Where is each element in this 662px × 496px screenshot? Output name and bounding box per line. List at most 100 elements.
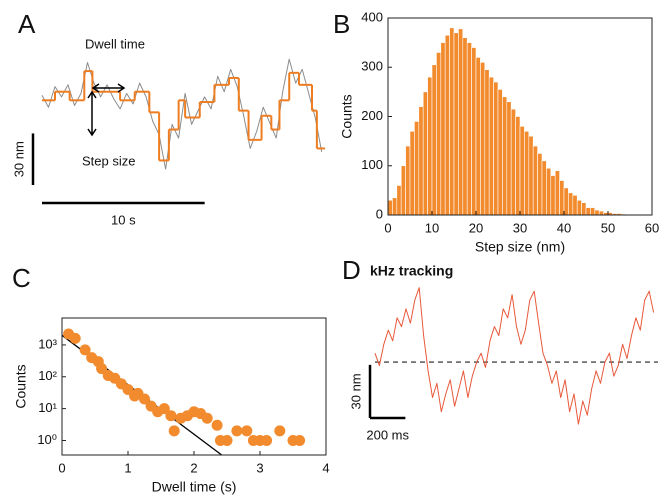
bar (427, 76, 433, 216)
x-tick-label: 60 (645, 220, 659, 235)
bar (493, 81, 499, 216)
x-tick-label: 3 (256, 460, 263, 475)
y-tick-label: 0 (376, 206, 383, 221)
y-tick-label: 100 (361, 157, 383, 172)
trace-line (41, 58, 323, 170)
bar (585, 207, 591, 216)
bar (581, 202, 587, 216)
y-tick-label: 200 (361, 108, 383, 123)
point (231, 425, 243, 437)
y-tick-label: 10¹ (38, 400, 57, 415)
y-tick-label: 10³ (38, 336, 57, 351)
bar (563, 187, 569, 216)
bar (546, 167, 552, 216)
bar (392, 197, 398, 216)
bar (436, 52, 442, 216)
bar (532, 145, 538, 216)
x-scale-label: 10 s (111, 212, 136, 227)
y-tick-label: 10⁰ (37, 432, 57, 447)
point (211, 419, 223, 431)
bar (524, 130, 530, 216)
bar (480, 62, 486, 216)
x-tick-label: 40 (557, 220, 571, 235)
point (201, 412, 213, 424)
bar (502, 96, 508, 216)
bar (598, 210, 604, 216)
x-tick-label: 10 (425, 220, 439, 235)
annotation: Dwell time (85, 36, 145, 51)
bar (475, 57, 481, 216)
bar (510, 108, 516, 216)
bar (387, 199, 393, 216)
x-tick-label: 0 (384, 220, 391, 235)
x-scale-label: 200 ms (366, 427, 409, 442)
panel-title: kHz tracking (370, 263, 453, 279)
bar (537, 153, 543, 216)
bar (484, 69, 490, 216)
bar (497, 89, 503, 216)
y-tick-label: 10² (38, 368, 57, 383)
bar (422, 91, 428, 216)
bar (572, 195, 578, 216)
point (139, 393, 150, 405)
point (165, 410, 177, 422)
y-scale-label: 30 nm (11, 141, 26, 177)
bar (559, 180, 565, 216)
trace-line (374, 287, 655, 425)
point (241, 425, 253, 437)
point (158, 403, 170, 415)
bar (541, 160, 547, 216)
bar (444, 34, 450, 216)
bar (488, 76, 494, 216)
bar (590, 207, 596, 216)
bar (462, 37, 468, 216)
bar (400, 165, 406, 216)
bar (550, 175, 556, 216)
panel-label: C (12, 263, 31, 293)
bar (466, 42, 472, 216)
point (96, 363, 108, 375)
x-axis-label: Dwell time (s) (152, 479, 237, 495)
x-tick-label: 30 (513, 220, 527, 235)
bar (471, 47, 477, 216)
point (221, 434, 233, 446)
point (294, 434, 306, 446)
bar (506, 101, 512, 216)
bar (414, 121, 420, 216)
bar (515, 116, 521, 216)
y-scale-label: 30 nm (348, 373, 363, 409)
bar (554, 170, 560, 216)
bar (440, 42, 446, 216)
point (168, 425, 180, 437)
x-tick-label: 1 (124, 460, 131, 475)
point (79, 344, 91, 356)
x-tick-label: 20 (469, 220, 483, 235)
panel-label: A (18, 9, 36, 39)
bar (528, 135, 534, 216)
bar (418, 106, 424, 216)
x-tick-label: 4 (322, 460, 329, 475)
x-tick-label: 50 (601, 220, 615, 235)
bar (405, 145, 411, 216)
x-tick-label: 2 (190, 460, 197, 475)
point (69, 332, 81, 344)
y-axis-label: Counts (339, 94, 355, 138)
y-tick-label: 400 (361, 9, 383, 24)
bar (396, 185, 402, 216)
bar (449, 27, 455, 216)
panel-label: D (342, 255, 361, 285)
y-axis-label: Counts (13, 364, 29, 408)
panel-label: B (333, 9, 350, 39)
bar (431, 64, 437, 216)
bar (519, 126, 525, 216)
point (261, 434, 273, 446)
bar (568, 192, 574, 216)
bar (453, 32, 459, 216)
bar (576, 199, 582, 216)
bar (409, 130, 415, 216)
x-axis-label: Step size (nm) (475, 239, 565, 255)
annotation: Step size (82, 153, 135, 168)
step-arrow (87, 90, 97, 137)
bar (458, 28, 464, 216)
